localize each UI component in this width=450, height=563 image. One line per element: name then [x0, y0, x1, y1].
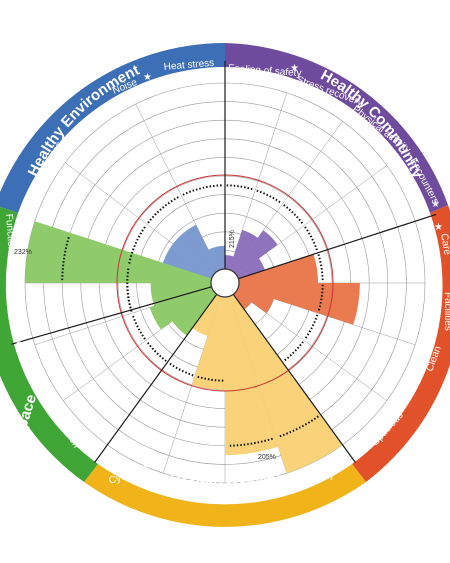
target-dotted-arc	[146, 341, 167, 362]
sector-divider	[11, 286, 212, 345]
target-dotted-arc	[317, 254, 324, 282]
pct-232: 232%	[14, 249, 32, 256]
pct-205: 205%	[258, 454, 276, 461]
target-dotted-arc	[126, 266, 132, 309]
target-dotted-arc	[126, 284, 133, 312]
star-care: ★	[434, 222, 443, 233]
label-care: Care	[438, 233, 450, 257]
target-dotted-arcs	[61, 184, 324, 447]
bar-heat-stress	[208, 245, 225, 271]
label-facilities: Facilities	[442, 292, 450, 331]
target-dotted-arc	[304, 226, 319, 252]
pct-215: 215%	[229, 230, 236, 248]
bar-physical-activity	[233, 230, 278, 275]
star-encounters: ★	[431, 199, 440, 210]
target-dotted-arc	[283, 204, 304, 225]
target-dotted-arc	[283, 341, 304, 362]
center-hub	[210, 268, 240, 298]
target-dotted-arc	[256, 189, 282, 204]
label-heat-stress: Heat stress	[163, 58, 214, 73]
target-dotted-arc	[128, 224, 147, 264]
bar-tranquility	[149, 287, 214, 330]
theme-ring	[0, 42, 450, 527]
star-noise: ★	[143, 72, 152, 83]
ring-outdoor	[0, 206, 98, 482]
sector-divider	[232, 293, 356, 463]
sector-dividers	[11, 61, 437, 463]
target-dotted-arc	[182, 184, 224, 196]
bar-walking	[191, 296, 225, 390]
target-dotted-arc	[147, 195, 181, 224]
bar-safety	[229, 294, 343, 474]
bar-encounters	[236, 258, 265, 279]
bar-public-transport	[225, 296, 279, 456]
bar-stress-recovery	[229, 229, 258, 272]
star-feeling-of-safety: ★	[290, 63, 299, 74]
target-dotted-arc	[317, 284, 324, 312]
bar-cycling	[192, 294, 221, 337]
label-feeling-of-safety: Feeling of safety	[228, 63, 302, 79]
target-dotted-arc	[196, 375, 224, 382]
bar-spacious	[233, 291, 252, 310]
theme-title-outdoor: Outdoor Space	[0, 392, 40, 500]
target-dotted-arc	[131, 314, 146, 340]
bar-green	[172, 291, 217, 336]
target-dotted-arc	[304, 314, 319, 340]
bar-facilities	[238, 283, 360, 325]
spoke-line	[236, 291, 387, 401]
indicator-bars	[25, 221, 360, 474]
label-walking: Walking	[170, 490, 206, 503]
bar-clean	[236, 287, 274, 314]
bar-feeling-of-safety	[225, 255, 234, 270]
bar-functional-greenery	[25, 221, 212, 283]
star-cycling: ★	[141, 460, 150, 471]
ring-care	[352, 205, 450, 482]
sector-divider	[94, 293, 218, 463]
ring-community	[225, 43, 448, 213]
ring-mobility	[84, 464, 366, 527]
target-dotted-arc	[168, 362, 194, 377]
star-safety: ★	[341, 454, 350, 465]
bar-care	[238, 254, 319, 283]
sector-divider	[238, 213, 437, 280]
bar-noise	[172, 224, 219, 275]
target-dotted-arc	[226, 184, 254, 191]
star-markers: ★ ★ ★ ★ ★ ★	[141, 63, 443, 471]
spoke-line	[229, 92, 288, 270]
ring-environment	[0, 42, 225, 213]
